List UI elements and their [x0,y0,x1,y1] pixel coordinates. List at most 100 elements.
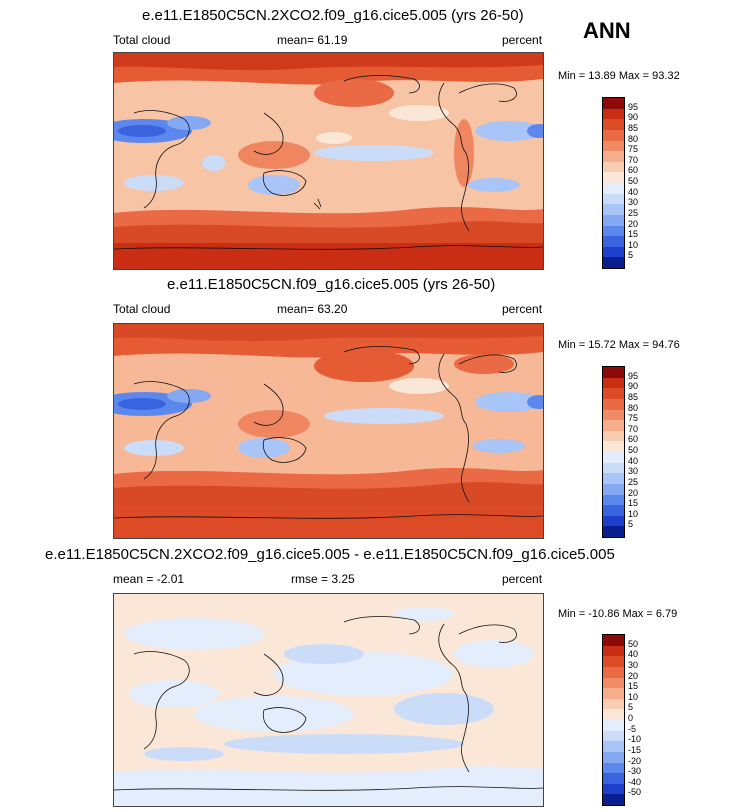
panel-3-units-label: percent [502,572,543,586]
colorbar-tick-label: 10 [628,508,639,519]
colorbar-tick-label: 25 [628,476,639,487]
colorbar-tick-label: -5 [628,723,637,734]
colorbar-swatch [603,388,624,399]
colorbar-swatch [603,473,624,484]
colorbar-swatch [603,236,624,247]
colorbar-swatch [603,225,624,237]
colorbar-swatch [603,505,624,516]
colorbar-swatch [603,420,624,431]
panel-1-variable-label: Total cloud [113,33,171,47]
colorbar-tick-label: 40 [628,186,639,197]
colorbar-swatch [603,172,624,183]
panel-2-colorbar-swatches [602,366,625,538]
panel-2-map [113,323,544,539]
colorbar-tick-label: 20 [628,218,639,229]
panel-2-title: e.e11.E1850C5CN.f09_g16.cice5.005 (yrs 2… [167,276,496,293]
season-label: ANN [583,18,631,43]
colorbar-swatch [603,645,624,657]
panel-1-map [113,52,544,270]
colorbar-swatch [603,773,624,784]
panel-3-colorbar: 50 40 30 20 15 10 5 0 -5 -10 -15 -20 -30 -40 -50 [602,634,662,806]
colorbar-tick-label: 40 [628,649,639,660]
colorbar-tick-label: 75 [628,413,639,424]
colorbar-tick-label: 0 [628,713,634,723]
colorbar-swatch [603,751,624,763]
panel-3-minmax: Min = -10.86 Max = 6.79 [558,608,678,620]
panel-1-colorbar: 95 90 85 80 75 70 60 50 40 30 25 20 15 10 5 [602,97,662,269]
colorbar-swatch [603,193,624,205]
colorbar-tick-label: 70 [628,154,639,165]
panel-1-colorbar-swatches [602,97,625,269]
colorbar-tick-label: 50 [628,638,639,649]
colorbar-tick-label: 30 [628,466,639,477]
colorbar-swatch [603,698,624,710]
colorbar-swatch [603,161,624,173]
colorbar-tick-label: -40 [628,776,642,787]
colorbar-swatch [603,452,624,463]
colorbar-swatch [603,398,624,410]
panel-2-units-label: percent [502,302,543,316]
colorbar-tick-label: 85 [628,391,639,402]
colorbar-tick-label: 5 [628,702,634,713]
colorbar-tick-label: 80 [628,402,639,413]
colorbar-tick-label: -50 [628,787,642,798]
panel-3-colorbar-swatches [602,634,625,806]
colorbar-swatch [603,526,624,537]
colorbar-swatch [603,762,624,774]
colorbar-swatch [603,367,624,378]
colorbar-tick-label: 90 [628,381,639,392]
colorbar-swatch [603,430,624,442]
colorbar-swatch [603,129,624,141]
colorbar-tick-label: 15 [628,681,639,692]
panel-1-mean-label: mean= 61.19 [277,33,348,47]
panel-3-mean-label: mean = -2.01 [113,572,185,586]
colorbar-tick-label: 90 [628,112,639,123]
colorbar-tick-label: 25 [628,207,639,218]
colorbar-tick-label: 50 [628,445,639,455]
colorbar-swatch [603,783,624,795]
colorbar-swatch [603,183,624,194]
colorbar-swatch [603,98,624,109]
panel-3-map [113,593,544,807]
colorbar-tick-label: -30 [628,766,642,777]
colorbar-tick-label: -10 [628,734,642,745]
colorbar-swatch [603,441,624,452]
colorbar-tick-label: 85 [628,122,639,133]
colorbar-swatch [603,409,624,421]
colorbar-tick-label: 75 [628,144,639,155]
colorbar-swatch [603,257,624,268]
colorbar-tick-label: 80 [628,133,639,144]
colorbar-tick-label: -15 [628,744,642,755]
colorbar-tick-label: 5 [628,519,634,530]
colorbar-tick-label: 10 [628,239,639,250]
colorbar-swatch [603,656,624,667]
colorbar-tick-label: 50 [628,176,639,186]
colorbar-swatch [603,688,624,699]
panel-2-minmax: Min = 15.72 Max = 94.76 [558,339,680,351]
colorbar-swatch [603,720,624,731]
colorbar-tick-label: 95 [628,370,639,381]
colorbar-tick-label: -20 [628,755,642,766]
colorbar-swatch [603,709,624,720]
colorbar-swatch [603,741,624,752]
colorbar-swatch [603,151,624,162]
panel-1-units-label: percent [502,33,543,47]
colorbar-tick-label: 30 [628,197,639,208]
colorbar-tick-label: 20 [628,670,639,681]
colorbar-swatch [603,515,624,527]
colorbar-tick-label: 15 [628,229,639,240]
colorbar-swatch [603,119,624,130]
colorbar-swatch [603,666,624,678]
panel-3-rmse-label: rmse = 3.25 [291,572,355,586]
panel-2-map-svg [114,324,543,538]
colorbar-swatch [603,377,624,389]
colorbar-swatch [603,108,624,120]
colorbar-tick-label: 10 [628,691,639,702]
panel-2-colorbar: 95 90 85 80 75 70 60 50 40 30 25 20 15 10 5 [602,366,662,538]
colorbar-tick-label: 15 [628,498,639,509]
panel-3-map-svg [114,594,543,806]
colorbar-swatch [603,635,624,646]
panel-1-minmax: Min = 13.89 Max = 93.32 [558,70,680,82]
colorbar-swatch [603,483,624,495]
colorbar-tick-label: 40 [628,455,639,466]
